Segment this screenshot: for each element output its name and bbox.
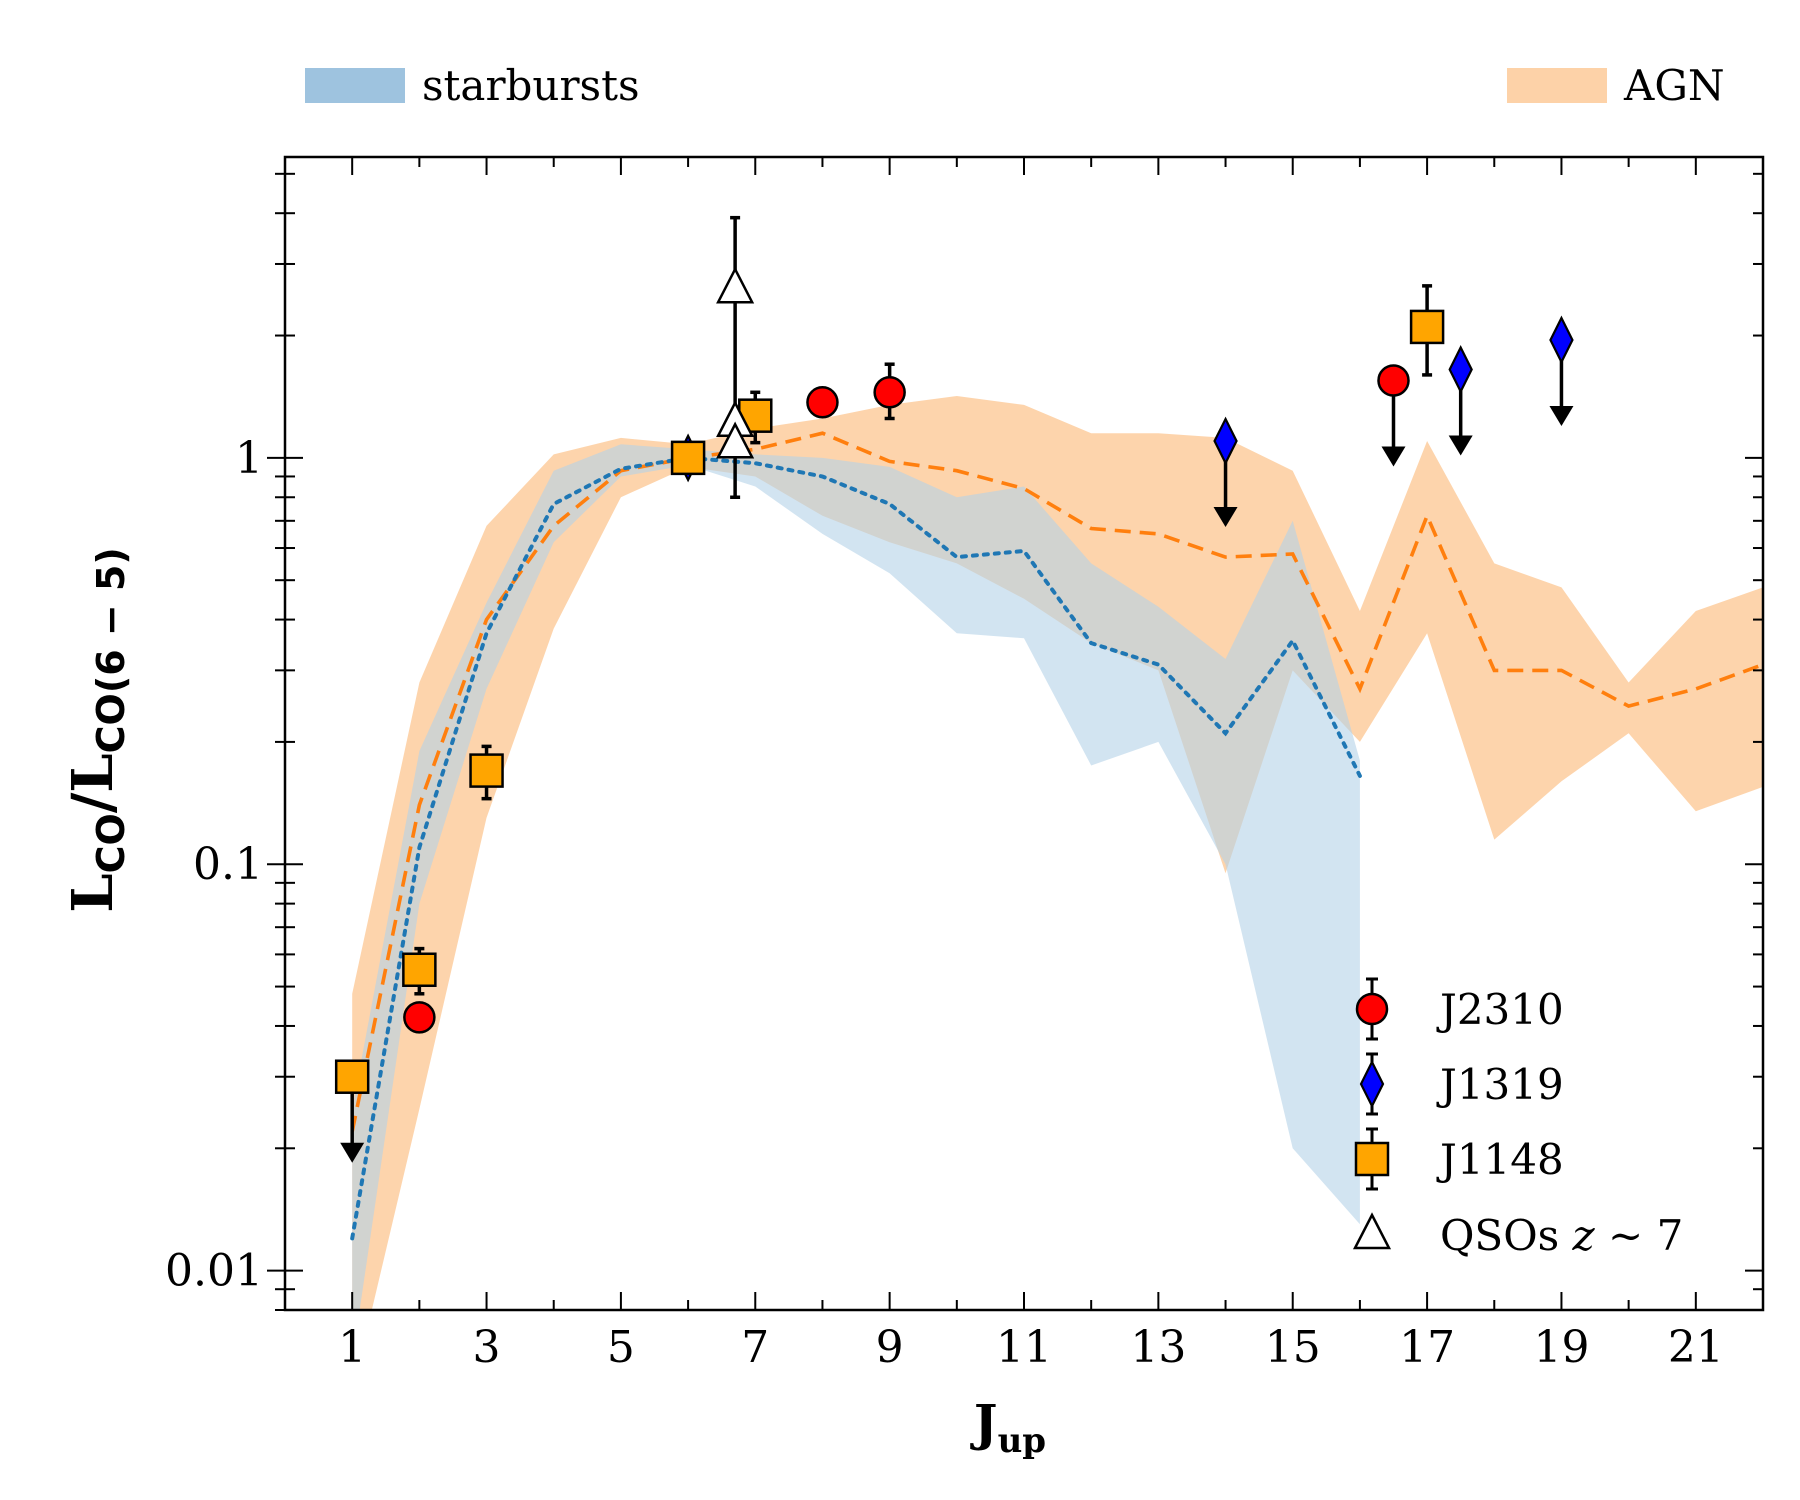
point-j1319-3-limit-arrow [1549,406,1574,427]
band-agn [352,396,1763,1310]
x-tick-label-9: 9 [876,1322,904,1373]
y-axis: 0.01 0.1 1 [165,172,1763,1311]
x-axis-title-main: J [970,1393,998,1452]
x-tick-label-11: 11 [996,1322,1052,1373]
y-axis-title-sub1: CO [89,813,133,873]
x-tick-label-19: 19 [1533,1322,1589,1373]
x-tick-label-5: 5 [607,1322,635,1373]
point-j2310-1 [806,386,839,419]
marker-legend: J2310 J1319 J1148 QSOs z ∼ 7 [1352,977,1683,1260]
x-axis-title: Jup [970,1393,1046,1461]
point-j1319-3 [1549,315,1574,365]
band-legend-label-agn: AGN [1623,61,1725,110]
point-j2310-3-limit-arrow [1381,446,1406,467]
x-tick-label-13: 13 [1130,1322,1186,1373]
point-j1319-1-limit-arrow [1213,507,1238,528]
point-qsos-z-7-2 [716,421,755,459]
x-axis-title-sub: up [998,1421,1047,1461]
point-j1319-2 [1448,345,1473,394]
y-tick-label-0: 0.01 [165,1246,263,1297]
y-axis-title: LCO/LCO(6 − 5) [60,547,133,913]
point-j1148-0 [334,1059,370,1094]
legend-label-qso: QSOs z ∼ 7 [1440,1211,1683,1260]
legend-marker-qsos-z-7 [1352,1212,1392,1250]
point-j2310-0 [403,1001,436,1034]
point-j1319-2-limit-arrow [1448,435,1473,456]
legend-label-qso-prefix: QSOs [1440,1211,1573,1260]
point-j2310-2 [873,376,906,409]
point-j1148-3 [670,440,706,476]
point-j1148-0-limit-arrow [340,1142,365,1163]
legend-label-j1319: J1319 [1436,1060,1564,1109]
point-j2310-3 [1377,364,1410,397]
line-starbursts-mean [350,455,1362,1241]
bands-layer [352,396,1763,1310]
legend-marker-j1319 [1359,1059,1385,1109]
band-legend-label-starbursts: starbursts [422,61,640,110]
x-tick-label-17: 17 [1399,1322,1455,1373]
point-j1319-1 [1213,416,1238,466]
x-tick-label-15: 15 [1265,1322,1321,1373]
x-tick-label-21: 21 [1668,1322,1724,1373]
point-j1148-1 [402,952,437,988]
x-tick-label-7: 7 [741,1322,769,1373]
legend-marker-j1148 [1354,1141,1390,1177]
line-agn-mean [350,431,1763,1132]
y-tick-label-1: 0.1 [193,839,263,890]
legend-label-j1148: J1148 [1436,1135,1564,1184]
x-tick-label-3: 3 [473,1322,501,1373]
points-layer [334,215,1574,1163]
x-axis: 1 3 5 7 9 11 13 15 17 19 21 [338,157,1724,1373]
legend-marker-j2310 [1355,992,1389,1026]
legend-label-qso-z: z [1572,1211,1596,1260]
y-tick-label-2: 1 [235,433,263,484]
band-legend-swatch-starbursts [305,68,405,103]
point-j1148-5 [1409,309,1445,345]
band-legend-swatch-agn [1507,68,1607,103]
x-tick-label-1: 1 [338,1322,366,1373]
band-starbursts [352,444,1360,1310]
legend-label-qso-suffix: ∼ 7 [1595,1211,1684,1260]
y-axis-title-sub2: CO(6 − 5) [89,547,133,753]
band-legend: starbursts AGN [305,61,1725,110]
legend-label-j2310: J2310 [1436,985,1564,1034]
point-j1148-2 [469,753,504,788]
y-axis-title-slash: /L [60,753,126,813]
lines-layer [350,431,1763,1241]
y-axis-title-main: L [60,873,126,912]
plot-area [334,215,1763,1310]
point-qsos-z-7-0 [716,266,755,304]
